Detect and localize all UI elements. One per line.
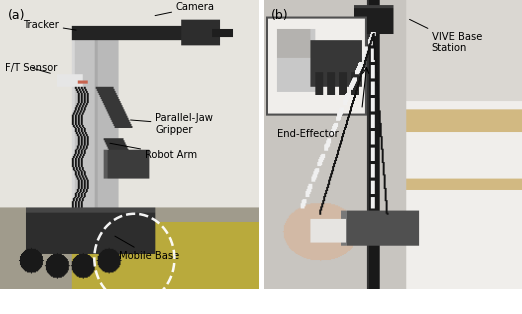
Text: (a): (a) — [8, 9, 25, 22]
Text: Mobile Base: Mobile Base — [115, 236, 179, 261]
Text: VIVE Base
Station: VIVE Base Station — [410, 19, 482, 53]
Text: Tracker: Tracker — [23, 19, 76, 30]
Text: End-Effector: End-Effector — [277, 128, 338, 138]
Text: (b): (b) — [271, 9, 289, 22]
Text: Parallel-Jaw
Gripper: Parallel-Jaw Gripper — [130, 113, 213, 135]
Text: F/T Sensor: F/T Sensor — [5, 63, 57, 73]
Text: Camera: Camera — [155, 2, 215, 16]
Text: Robot Arm: Robot Arm — [110, 143, 197, 160]
